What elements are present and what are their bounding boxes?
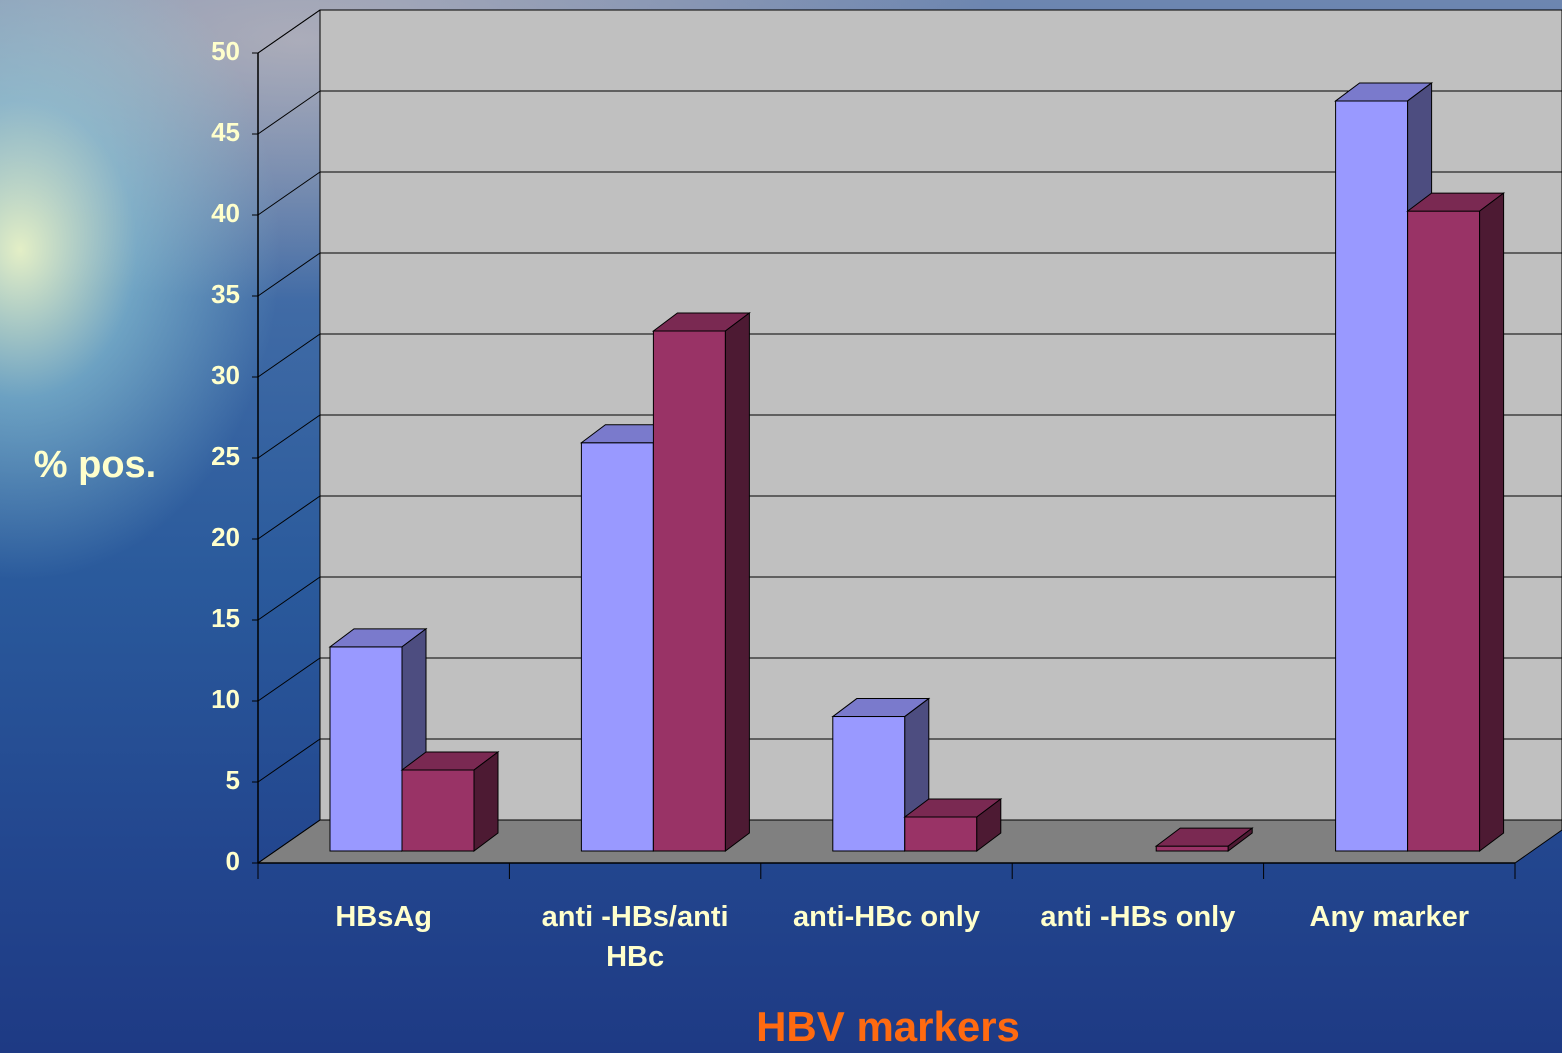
y-tick-label: 30	[211, 360, 240, 390]
bar-front	[904, 816, 978, 852]
x-tick-label: HBsAg	[335, 901, 433, 933]
bar-front	[1407, 210, 1481, 852]
bar	[1406, 192, 1506, 852]
side-grid-line	[257, 738, 321, 783]
side-grid-line	[257, 414, 321, 459]
bar-side	[724, 311, 750, 852]
bar	[400, 751, 500, 852]
bar	[651, 311, 751, 852]
y-tick-label: 5	[226, 765, 240, 795]
bar-front	[652, 330, 726, 852]
x-tick-label: anti -HBs only	[1040, 901, 1236, 933]
bar-side	[1479, 192, 1505, 852]
side-grid-line	[257, 657, 321, 702]
x-tick-label: Any marker	[1309, 901, 1470, 933]
side-grid-line	[257, 819, 321, 864]
bar	[1154, 827, 1254, 852]
y-tick-label: 25	[211, 441, 240, 471]
y-tick-label: 45	[211, 117, 240, 147]
x-tick-label: anti-HBc only	[793, 901, 980, 933]
y-tick-label: 40	[211, 198, 240, 228]
y-tick-label: 0	[226, 846, 240, 876]
bar-front	[832, 716, 906, 852]
bar-side	[473, 751, 499, 852]
y-tick-label: 20	[211, 522, 240, 552]
bar-front	[580, 442, 654, 852]
y-tick-label: 50	[211, 36, 240, 66]
bar-front	[329, 646, 403, 852]
y-axis-title: % pos.	[34, 444, 156, 486]
side-grid-line	[257, 171, 321, 216]
y-tick-label: 35	[211, 279, 240, 309]
bar-side	[1227, 827, 1253, 852]
x-tick-label: anti -HBs/anti HBc	[541, 901, 729, 973]
side-grid-line	[257, 333, 321, 378]
bar-side	[976, 797, 1002, 852]
bar	[903, 797, 1003, 852]
x-axis-title: HBV markers	[756, 1003, 1020, 1050]
y-tick-label: 10	[211, 684, 240, 714]
side-grid-line	[257, 495, 321, 540]
bar-front	[1155, 845, 1229, 852]
y-axis-depth	[257, 9, 321, 54]
side-grid-line	[257, 576, 321, 621]
bar-front	[401, 769, 475, 852]
side-grid-line	[257, 252, 321, 297]
bar-front	[1335, 100, 1409, 852]
side-grid-line	[257, 90, 321, 135]
y-tick-label: 15	[211, 603, 240, 633]
